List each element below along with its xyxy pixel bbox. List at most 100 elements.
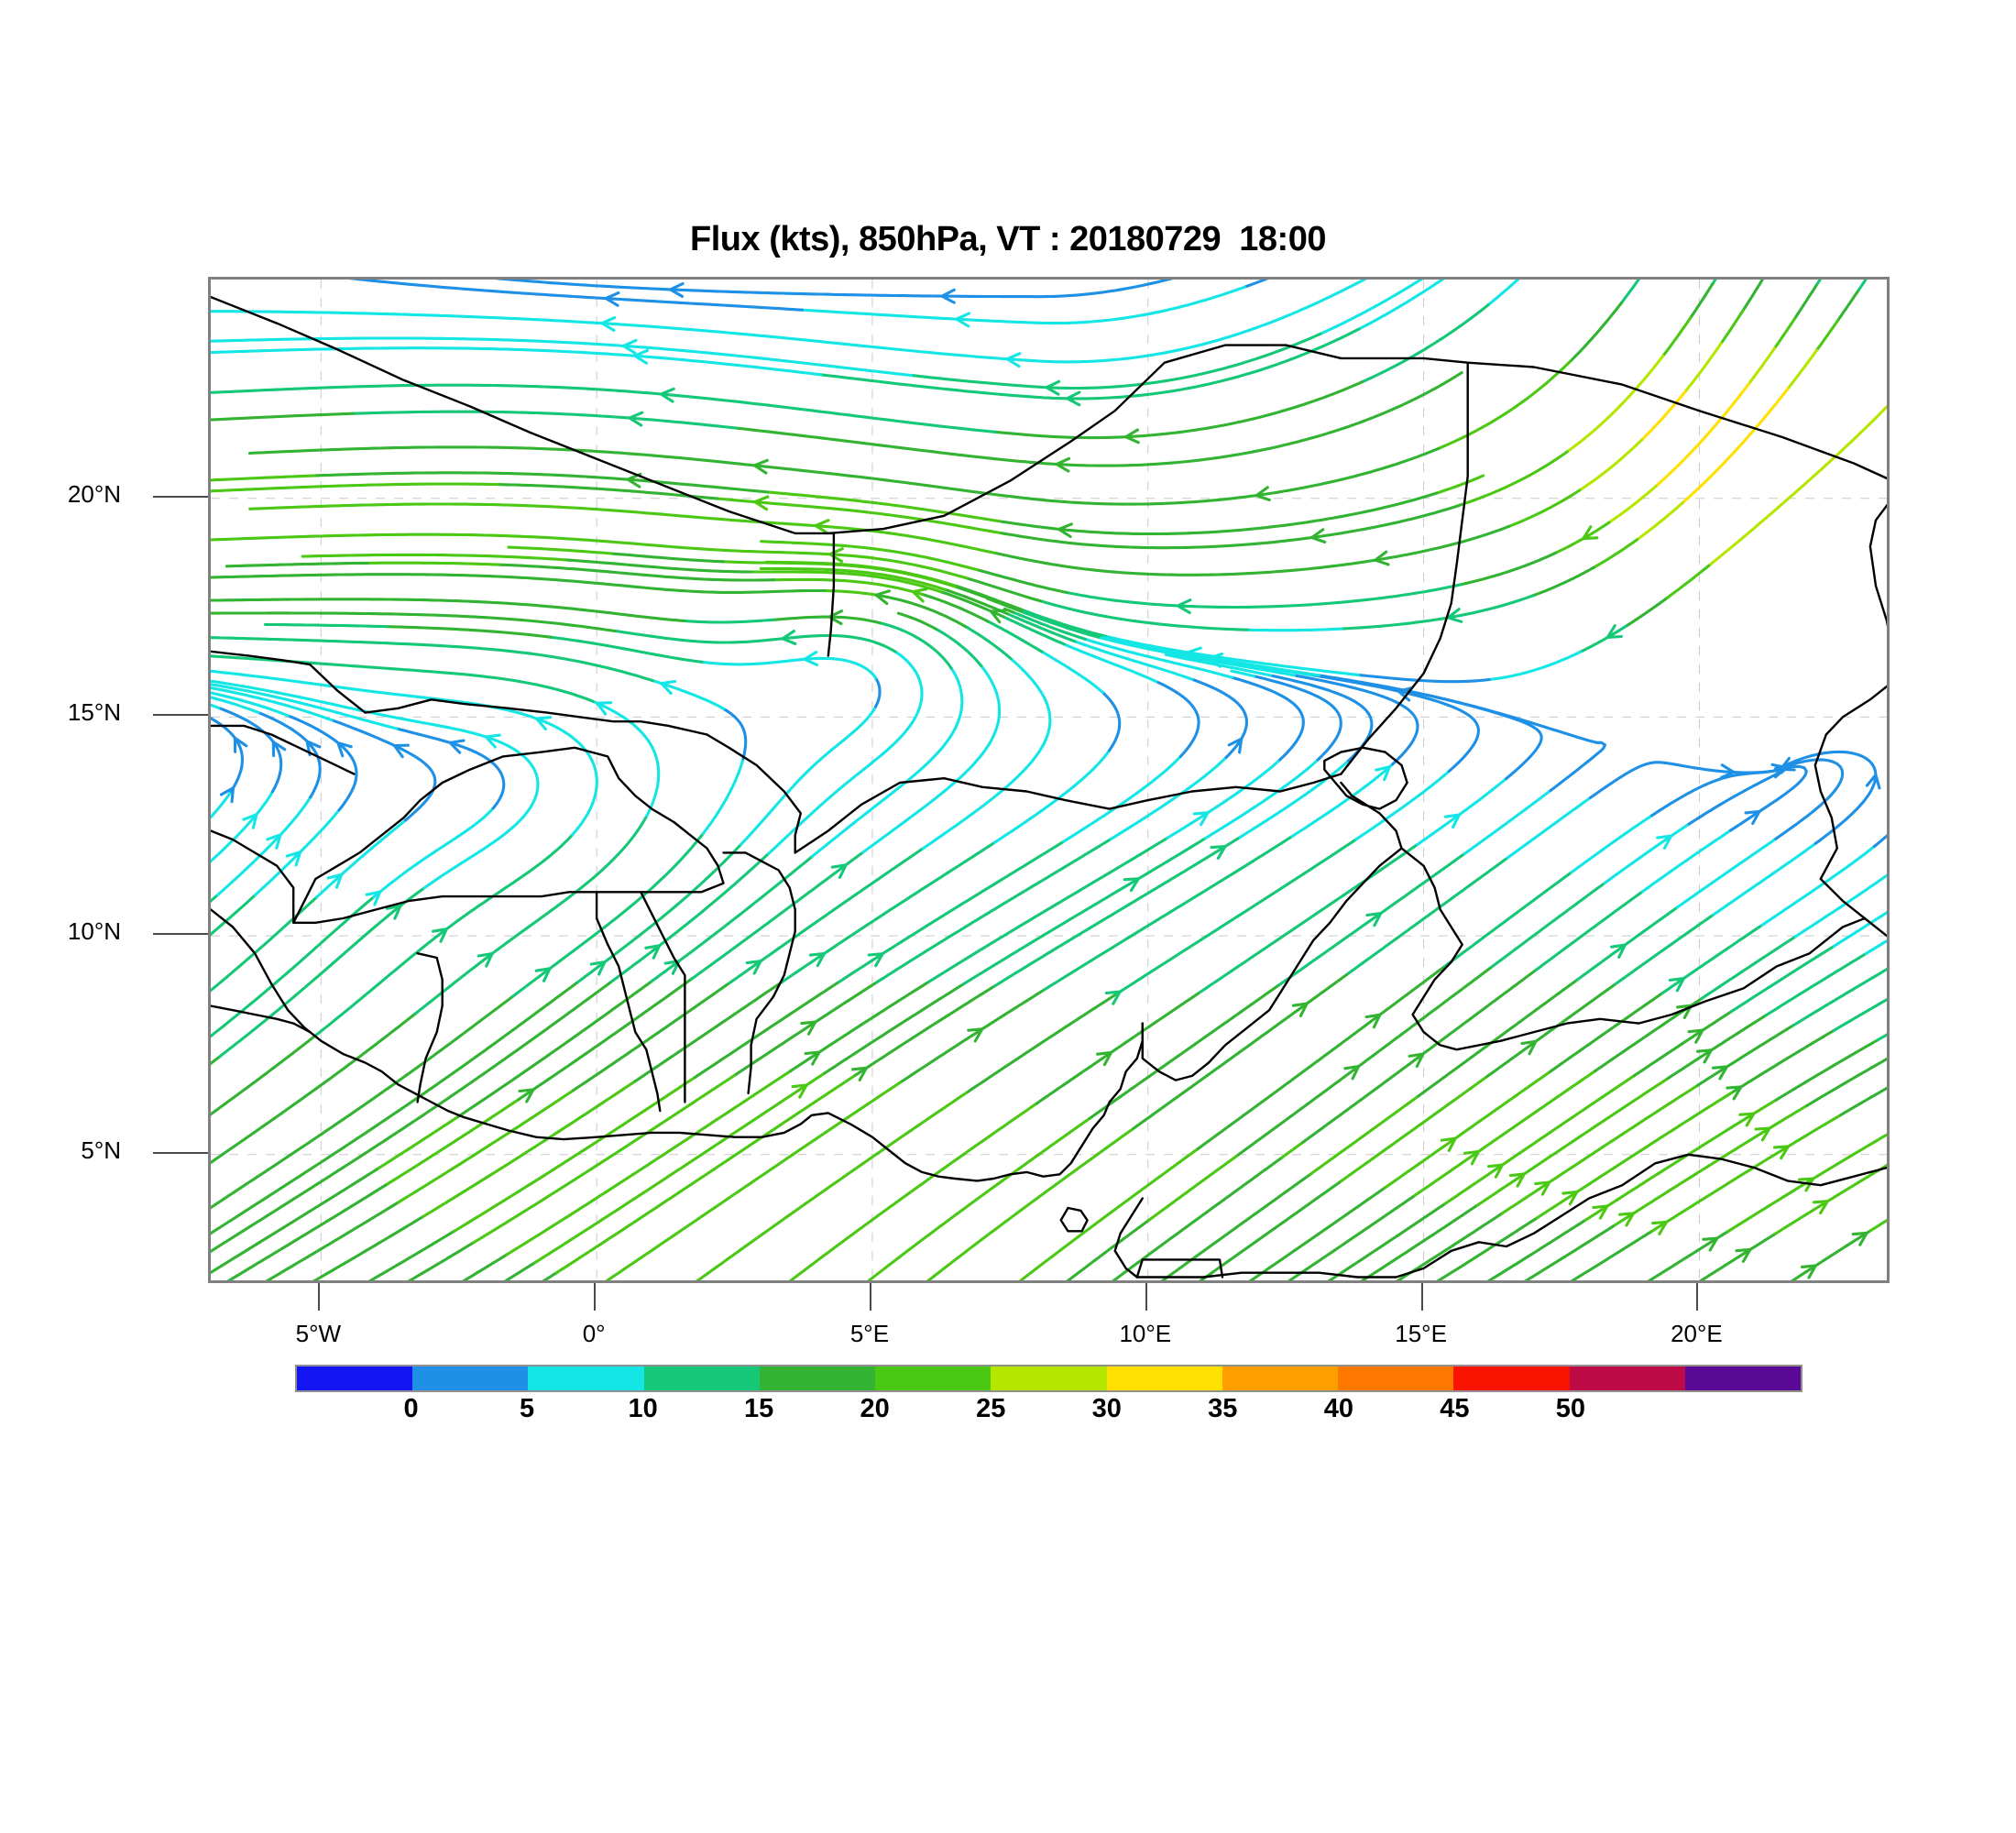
streamline-segment — [1632, 1009, 1734, 1078]
colorbar-label-45: 45 — [1440, 1394, 1470, 1423]
streamline-segment — [312, 471, 770, 494]
border-line — [1059, 1206, 1089, 1233]
streamline-arrow — [791, 1083, 808, 1099]
streamline-arrow — [1561, 1191, 1579, 1206]
streamline-segment — [211, 336, 914, 378]
streamline-segment — [1277, 851, 1466, 987]
streamline-segment — [1383, 1070, 1552, 1190]
map-plot-area[interactable] — [208, 277, 1890, 1283]
streamline-arrow — [1055, 456, 1071, 473]
streamline-arrow — [1754, 1126, 1771, 1142]
streamline-segment — [211, 611, 617, 633]
streamline-segment — [1575, 906, 1679, 982]
streamline-segment — [549, 635, 704, 664]
streamline-arrow — [1770, 763, 1788, 779]
colorbar[interactable] — [295, 1365, 1802, 1392]
streamline-segment — [1640, 829, 1733, 894]
streamline-segment — [1530, 565, 1595, 598]
streamline-arrow — [1738, 1112, 1756, 1127]
streamline-arrow — [1798, 1177, 1815, 1192]
streamline-segment — [575, 842, 743, 984]
streamline-segment — [386, 1097, 520, 1186]
streamline-segment — [1035, 990, 1202, 1105]
streamline-arrow — [1726, 1085, 1743, 1101]
streamline-segment — [934, 627, 983, 668]
streamline-segment — [413, 814, 649, 1015]
colorbar-segment-9 — [1338, 1367, 1454, 1390]
streamline-segment — [1290, 763, 1395, 839]
streamline-segment — [265, 1201, 400, 1280]
streamline-segment — [1231, 675, 1305, 762]
colorbar-segment-1 — [412, 1367, 529, 1390]
streamline-segment — [1835, 290, 1859, 323]
streamline-segment — [788, 980, 930, 1073]
streamline-segment — [1252, 675, 1342, 762]
streamline-segment — [921, 657, 1052, 851]
streamline-segment — [211, 790, 274, 863]
streamline-segment — [1246, 627, 1343, 632]
streamline-segment — [472, 1072, 738, 1245]
streamline-segment — [1088, 983, 1281, 1120]
streamline-segment — [997, 491, 1439, 536]
streamline-segment — [367, 1229, 456, 1280]
streamline-arrow — [1656, 834, 1673, 850]
lat-tick-label-10N: 10°N — [67, 917, 121, 946]
streamline-arrow — [828, 547, 844, 564]
streamline-segment — [1190, 677, 1249, 760]
lat-tick-mark — [153, 714, 208, 717]
streamline-segment — [1579, 624, 1628, 653]
streamline-segment — [211, 1012, 417, 1165]
streamline-segment — [211, 573, 827, 594]
streamline-segment — [1696, 1024, 1795, 1087]
streamline-arrow — [781, 630, 797, 645]
streamline-segment — [1790, 1229, 1872, 1280]
streamline-segment — [1719, 309, 1745, 346]
streamline-segment — [633, 981, 783, 1083]
streamline-segment — [366, 561, 500, 566]
streamline-segment — [396, 1089, 575, 1204]
colorbar-label-15: 15 — [744, 1394, 774, 1423]
streamline-segment — [986, 620, 1044, 653]
streamline-segment — [1292, 674, 1419, 766]
streamline-arrow — [1374, 550, 1390, 566]
streamline-arrow — [626, 472, 642, 488]
streamline-arrow — [1443, 813, 1461, 829]
streamline-segment — [1199, 1180, 1343, 1280]
streamline-segment — [1689, 282, 1715, 319]
streamline-segment — [1357, 280, 1445, 331]
streamline-segment — [1339, 1074, 1489, 1183]
streamline-segment — [1354, 769, 1451, 841]
streamline-segment — [772, 615, 882, 625]
streamline-segment — [1730, 944, 1835, 1014]
streamline-segment — [1791, 967, 1887, 1027]
streamline-segment — [1548, 991, 1664, 1073]
streamline-segment — [1583, 1098, 1778, 1222]
border-line — [827, 344, 1887, 535]
streamline-segment — [993, 524, 1511, 576]
streamline-segment — [1486, 1218, 1587, 1280]
streamline-segment — [1043, 835, 1294, 992]
streamline-segment — [1012, 610, 1087, 641]
streamline-segment — [1814, 319, 1839, 352]
streamline-arrow — [1610, 943, 1627, 959]
border-line — [211, 724, 356, 775]
streamline-segment — [1164, 653, 1273, 677]
streamline-arrow — [1618, 1212, 1636, 1227]
streamline-segment — [1698, 1232, 1778, 1280]
streamline-arrow — [285, 851, 302, 867]
streamline-segment — [1663, 564, 1711, 601]
border-line — [292, 746, 725, 924]
streamline-segment — [963, 624, 1013, 661]
streamline-segment — [1775, 750, 1878, 845]
page-title: Flux (kts), 850hPa, VT : 20180729 18:00 — [690, 220, 1326, 258]
streamline-arrow — [1343, 1064, 1361, 1081]
streamline-segment — [1196, 964, 1447, 1151]
streamline-segment — [1357, 673, 1491, 684]
streamline-segment — [651, 679, 726, 711]
streamline-arrow — [1192, 811, 1210, 827]
streamline-arrow — [1744, 809, 1761, 826]
streamline-segment — [211, 636, 654, 683]
streamline-arrow — [1711, 1065, 1729, 1081]
streamline-segment — [1319, 280, 1424, 335]
streamline-segment — [1711, 280, 1717, 286]
